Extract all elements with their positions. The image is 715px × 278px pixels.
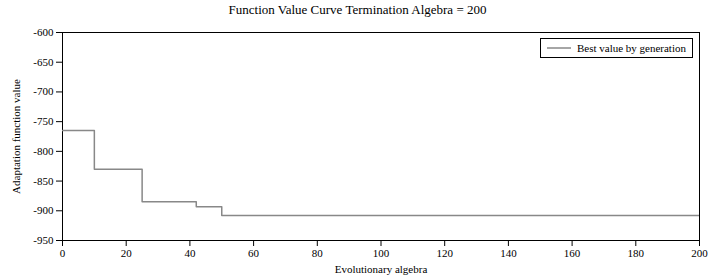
svg-text:200: 200 [691, 247, 708, 259]
svg-text:60: 60 [248, 247, 260, 259]
html-text:Function Value Curve Terminati: Function Value Curve Termination Algebra… [228, 2, 487, 17]
svg-text:140: 140 [500, 247, 517, 259]
svg-text:20: 20 [121, 247, 133, 259]
svg-text:-600: -600 [33, 26, 54, 38]
svg-text:80: 80 [312, 247, 324, 259]
svg-text:40: 40 [184, 247, 196, 259]
svg-text:-950: -950 [33, 234, 54, 246]
svg-text:-700: -700 [33, 85, 54, 97]
svg-text:160: 160 [564, 247, 581, 259]
svg-text:180: 180 [628, 247, 645, 259]
html-text:Best value by generation: Best value by generation [576, 42, 686, 54]
svg-text:100: 100 [373, 247, 390, 259]
svg-text:-650: -650 [33, 56, 54, 68]
svg-text:0: 0 [60, 247, 66, 259]
svg-text:-800: -800 [33, 145, 54, 157]
svg-text:Adaptation function value: Adaptation function value [10, 79, 22, 194]
svg-text:120: 120 [436, 247, 453, 259]
svg-text:-850: -850 [33, 175, 54, 187]
svg-text:Evolutionary algebra: Evolutionary algebra [335, 263, 428, 275]
svg-text:-750: -750 [33, 115, 54, 127]
svg-text:-900: -900 [33, 204, 54, 216]
